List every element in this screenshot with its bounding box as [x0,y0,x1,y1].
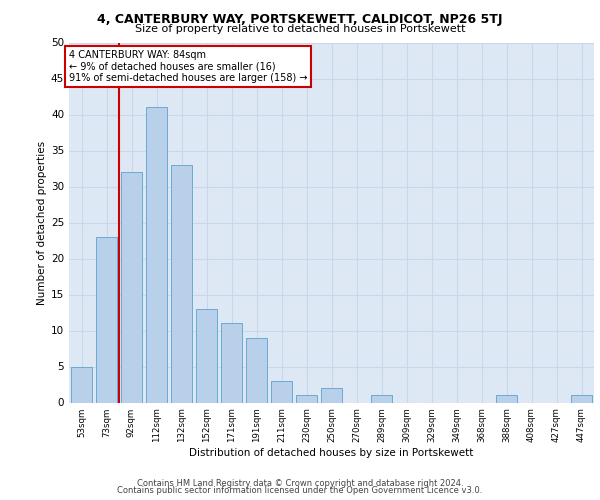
Bar [271,381,292,402]
Bar [196,309,217,402]
Bar [321,388,342,402]
X-axis label: Distribution of detached houses by size in Portskewett: Distribution of detached houses by size … [190,448,473,458]
Bar [221,324,242,402]
Bar [371,396,392,402]
Text: 4 CANTERBURY WAY: 84sqm
← 9% of detached houses are smaller (16)
91% of semi-det: 4 CANTERBURY WAY: 84sqm ← 9% of detached… [69,50,308,83]
Bar [71,366,92,402]
Text: Contains HM Land Registry data © Crown copyright and database right 2024.: Contains HM Land Registry data © Crown c… [137,478,463,488]
Text: Contains public sector information licensed under the Open Government Licence v3: Contains public sector information licen… [118,486,482,495]
Bar [246,338,267,402]
Text: 4, CANTERBURY WAY, PORTSKEWETT, CALDICOT, NP26 5TJ: 4, CANTERBURY WAY, PORTSKEWETT, CALDICOT… [97,12,503,26]
Y-axis label: Number of detached properties: Number of detached properties [37,140,47,304]
Bar [171,165,192,402]
Bar [146,108,167,403]
Bar [496,396,517,402]
Bar [121,172,142,402]
Bar [296,396,317,402]
Bar [571,396,592,402]
Text: Size of property relative to detached houses in Portskewett: Size of property relative to detached ho… [135,24,465,34]
Bar [96,237,117,402]
